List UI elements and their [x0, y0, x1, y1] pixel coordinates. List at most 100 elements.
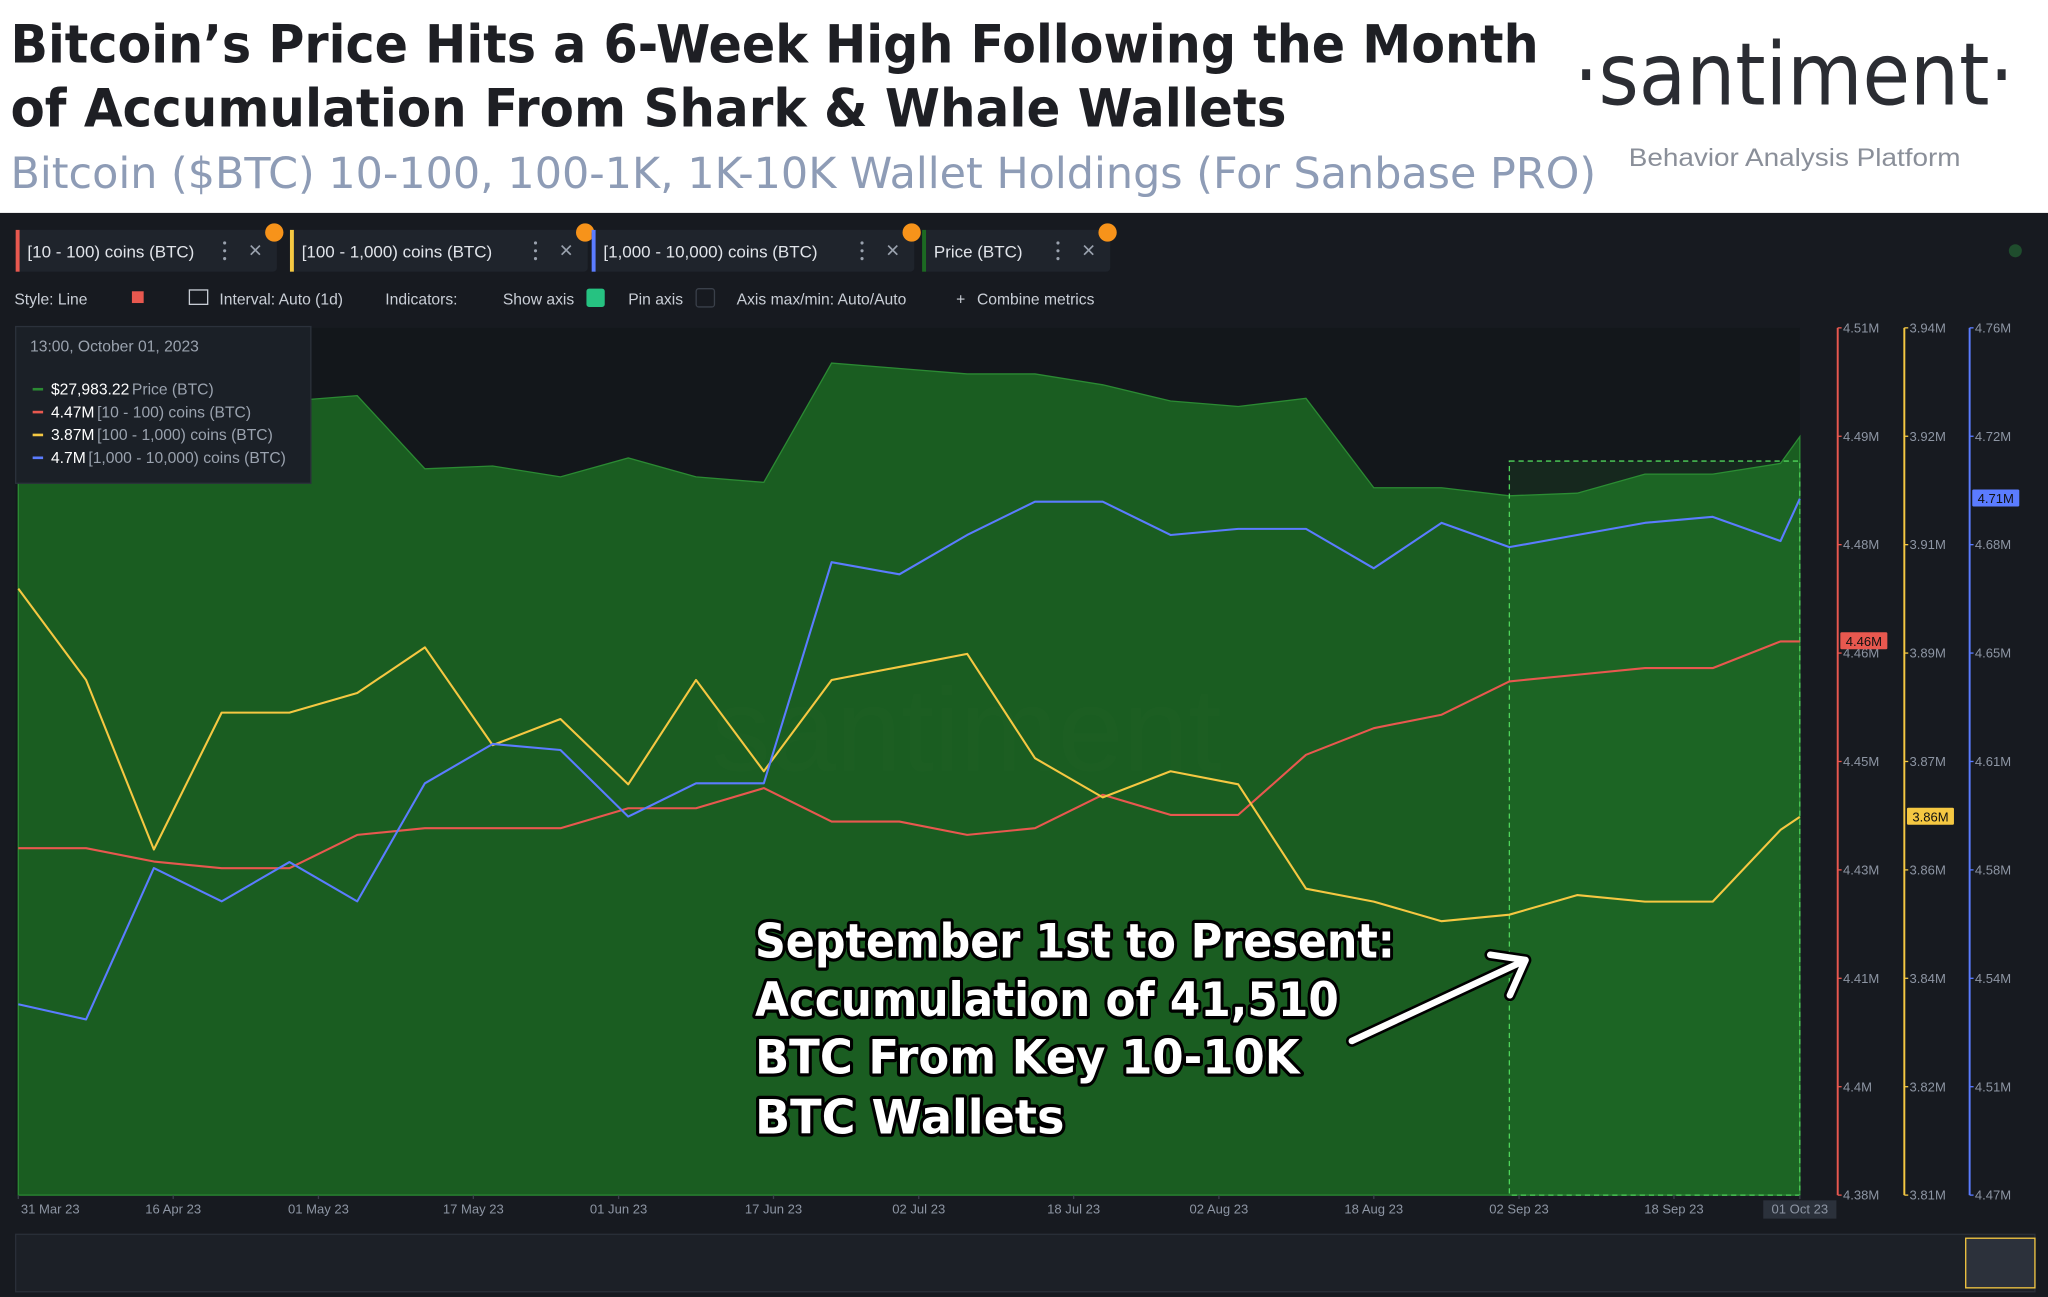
tab-label: [100 - 1,000) coins (BTC): [302, 242, 493, 261]
tab-label: [1,000 - 10,000) coins (BTC): [603, 242, 817, 261]
x-tick-label: 01 Oct 23: [1772, 1201, 1829, 1216]
x-tick-label: 18 Sep 23: [1644, 1201, 1704, 1216]
y-tick-label: 4.45M: [1843, 754, 1879, 769]
x-tick-label: 02 Aug 23: [1190, 1201, 1249, 1216]
tab-menu-dot: [223, 249, 227, 253]
tab-menu-dot: [1056, 257, 1060, 261]
tooltip-value: 4.47M: [51, 404, 95, 421]
tab-color-bar: [15, 229, 20, 272]
annotation-line: September 1st to Present:: [755, 914, 1395, 969]
navigator-window[interactable]: [1965, 1237, 2036, 1289]
last-value-label: 4.71M: [1978, 491, 2014, 506]
arrow: [1348, 951, 1529, 1045]
y-tick-label: 3.87M: [1910, 754, 1946, 769]
bitcoin-badge: [265, 223, 284, 242]
y-tick-label: 4.61M: [1975, 754, 2011, 769]
y-tick-label: 4.51M: [1843, 320, 1879, 335]
metric-tabs: [10 - 100) coins (BTC) [100 - 1,000) coin…: [15, 223, 1117, 272]
metric-tab[interactable]: [10 - 100) coins (BTC): [15, 223, 284, 272]
tooltip-name: Price (BTC): [132, 381, 214, 398]
y-tick-label: 4.43M: [1843, 862, 1879, 877]
tab-close[interactable]: [250, 244, 261, 256]
color-picker[interactable]: [131, 291, 144, 304]
tagline: Behavior Analysis Platform: [1629, 145, 1961, 172]
show-axis-checkbox[interactable]: [586, 288, 605, 307]
tab-menu-dot: [1056, 249, 1060, 253]
tab-background: [591, 229, 915, 272]
x-tick-highlight: [1763, 1200, 1837, 1219]
tab-menu-dot: [860, 257, 864, 261]
x-tick-label: 18 Jul 23: [1047, 1201, 1100, 1216]
tab-close[interactable]: [1083, 244, 1094, 256]
y-tick-label: 3.91M: [1910, 537, 1946, 552]
tab-color-bar: [289, 229, 294, 272]
y-tick-label: 4.48M: [1843, 537, 1879, 552]
tooltip-row: 4.47M [10 - 100) coins (BTC): [51, 404, 251, 421]
header-background: [0, 0, 2048, 213]
tooltip-value: 3.87M: [51, 427, 95, 444]
style-selector[interactable]: Style: Line: [14, 291, 87, 308]
tooltip-value: 4.7M: [51, 450, 86, 467]
tab-menu-dot: [533, 241, 538, 245]
y-tick-label: 4.54M: [1975, 971, 2011, 986]
y-tick-label: 4.51M: [1975, 1079, 2011, 1094]
y-tick-label: 3.86M: [1910, 862, 1946, 877]
series-line: [17, 588, 1801, 923]
tooltip-row: 4.7M [1,000 - 10,000) coins (BTC): [51, 450, 286, 467]
tooltip-row: $27,983.22 Price (BTC): [51, 381, 214, 398]
tooltip-rows: $27,983.22 Price (BTC) 4.47M [10 - 100) coi…: [32, 381, 286, 467]
x-tick-label: 02 Jul 23: [892, 1201, 945, 1216]
y-tick-label: 4.4M: [1843, 1079, 1872, 1094]
x-tick-label: 31 Mar 23: [21, 1201, 80, 1216]
y-tick-label: 4.47M: [1975, 1188, 2011, 1203]
x-tick-label: 02 Sep 23: [1489, 1201, 1549, 1216]
y-tick-label: 3.89M: [1910, 646, 1946, 661]
y-tick-label: 4.72M: [1975, 429, 2011, 444]
tab-color-bar: [591, 229, 596, 272]
combine-metrics-button[interactable]: Combine metrics: [977, 291, 1095, 308]
tab-menu-dot: [860, 241, 864, 245]
y-tick-label: 4.58M: [1975, 862, 2011, 877]
interval-selector[interactable]: Interval: Auto (1d): [219, 291, 343, 308]
axis-minmax-selector[interactable]: Axis max/min: Auto/Auto: [737, 291, 907, 308]
tab-background: [15, 229, 277, 272]
tab-menu-dot: [533, 257, 538, 261]
y-tick-label: 3.92M: [1910, 429, 1946, 444]
x-tick-label: 17 Jun 23: [745, 1201, 802, 1216]
metric-tab[interactable]: [100 - 1,000) coins (BTC): [289, 223, 595, 272]
metric-tab[interactable]: [1,000 - 10,000) coins (BTC): [591, 223, 921, 272]
tab-close[interactable]: [887, 244, 898, 256]
highlight-box: [1508, 460, 1801, 1196]
plot: 31 Mar 23 16 Apr 23 01 May 23 17 May 23 01 J…: [17, 320, 2020, 1219]
indicators-selector[interactable]: Indicators:: [385, 291, 457, 308]
bitcoin-badge: [1098, 223, 1117, 242]
tooltip-name: [1,000 - 10,000) coins (BTC): [88, 450, 286, 467]
metric-tab[interactable]: Price (BTC): [922, 223, 1117, 272]
last-value-label: 3.86M: [1912, 809, 1948, 824]
tab-menu-dot: [1056, 241, 1060, 245]
title: Bitcoin’s Price Hits a 6-Week High Follo…: [10, 16, 1538, 76]
bitcoin-badge: [902, 223, 921, 242]
subtitle: Bitcoin ($BTC) 10-100, 100-1K, 1K-10K Wa…: [10, 149, 1596, 199]
x-tick-label: 01 May 23: [288, 1201, 349, 1216]
navigator[interactable]: [15, 1233, 2036, 1293]
y-tick-label: 4.46M: [1843, 646, 1879, 661]
tooltip-box: [15, 325, 312, 484]
pin-axis-checkbox[interactable]: [695, 288, 716, 308]
x-tick-label: 18 Aug 23: [1344, 1201, 1403, 1216]
tooltip-row: 3.87M [100 - 1,000) coins (BTC): [51, 427, 273, 444]
y-tick-label: 4.38M: [1843, 1188, 1879, 1203]
y-tick-label: 3.84M: [1910, 971, 1946, 986]
series-line: [18, 640, 1800, 870]
annotation-line: BTC From Key 10-10K: [755, 1031, 1301, 1086]
last-value-label: 4.46M: [1846, 634, 1882, 649]
tab-close[interactable]: [561, 244, 572, 256]
annotation-line: Accumulation of 41,510: [755, 973, 1339, 1028]
tab-menu-dot: [223, 241, 227, 245]
annotation: September 1st to Present: Accumulation o…: [752, 911, 1532, 1149]
y-tick-label: 4.76M: [1975, 320, 2011, 335]
tab-background: [289, 229, 588, 272]
tooltip-name: [100 - 1,000) coins (BTC): [97, 427, 273, 444]
